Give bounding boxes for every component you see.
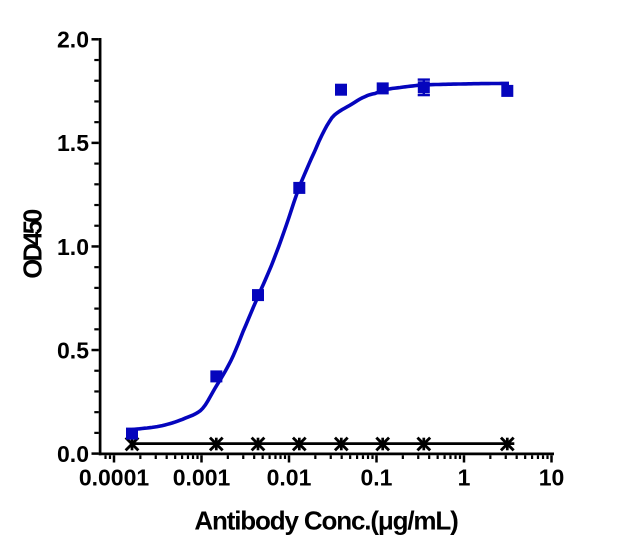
- svg-text:1: 1: [458, 465, 471, 491]
- svg-text:2.0: 2.0: [57, 27, 89, 53]
- svg-text:10: 10: [539, 465, 565, 491]
- svg-text:0.0: 0.0: [57, 441, 89, 467]
- svg-text:1.5: 1.5: [57, 130, 89, 156]
- svg-text:Antibody Conc.(μg/mL): Antibody Conc.(μg/mL): [194, 506, 458, 536]
- svg-text:1.0: 1.0: [57, 234, 89, 260]
- svg-text:0.1: 0.1: [361, 465, 393, 491]
- svg-text:0.01: 0.01: [267, 465, 312, 491]
- svg-text:0.5: 0.5: [57, 337, 89, 363]
- svg-text:0.001: 0.001: [173, 465, 231, 491]
- svg-text:OD450: OD450: [20, 209, 48, 279]
- svg-text:0.0001: 0.0001: [79, 465, 150, 491]
